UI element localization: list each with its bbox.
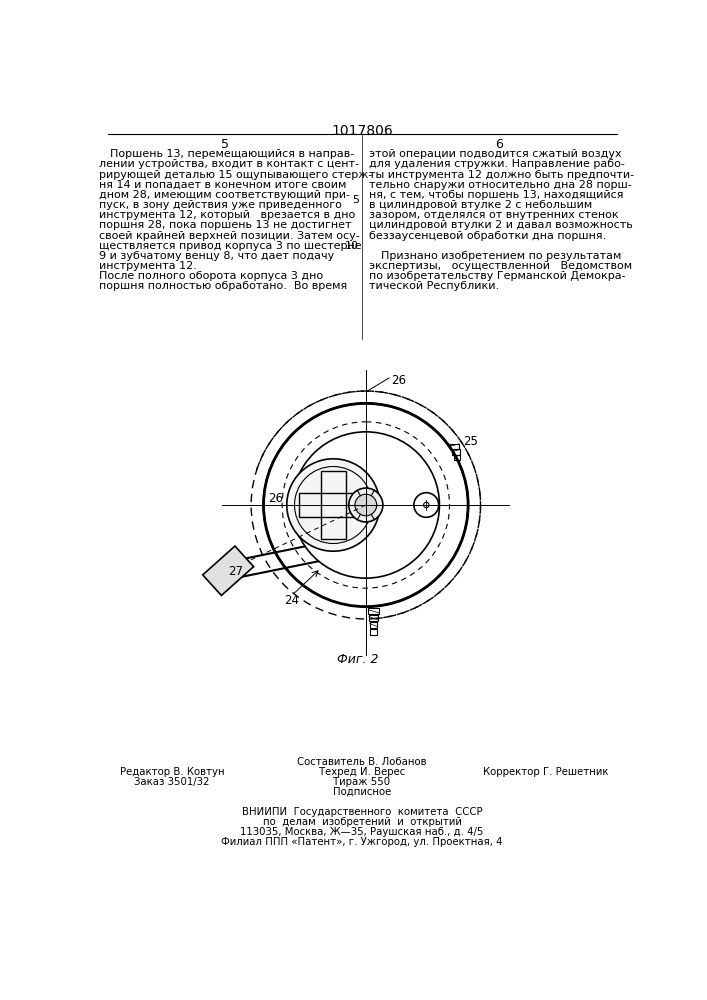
Bar [368, 608, 379, 614]
Text: по  делам  изобретений  и  открытий: по делам изобретений и открытий [262, 817, 462, 827]
Text: тельно снаружи относительно дна 28 порш-: тельно снаружи относительно дна 28 порш- [369, 180, 631, 190]
Text: ня 14 и попадает в конечном итоге своим: ня 14 и попадает в конечном итоге своим [99, 180, 346, 190]
Text: ты инструмента 12 должно быть предпочти-: ты инструмента 12 должно быть предпочти- [369, 170, 634, 180]
Text: Заказ 3501/32: Заказ 3501/32 [134, 777, 210, 787]
Text: 26: 26 [268, 492, 283, 505]
Text: ВНИИПИ  Государственного  комитета  СССР: ВНИИПИ Государственного комитета СССР [242, 807, 482, 817]
Text: цилиндровой втулки 2 и давал возможность: цилиндровой втулки 2 и давал возможность [369, 220, 633, 230]
Text: Тираж 550: Тираж 550 [334, 777, 390, 787]
Text: Подписное: Подписное [333, 787, 391, 797]
Text: 113035, Москва, Ж—35, Раушская наб., д. 4/5: 113035, Москва, Ж—35, Раушская наб., д. … [240, 827, 484, 837]
Text: 27: 27 [228, 565, 243, 578]
Text: Поршень 13, перемещающийся в направ-: Поршень 13, перемещающийся в направ- [110, 149, 354, 159]
Text: 5: 5 [352, 195, 359, 205]
Text: в цилиндровой втулке 2 с небольшим: в цилиндровой втулке 2 с небольшим [369, 200, 592, 210]
Text: После полного оборота корпуса 3 дно: После полного оборота корпуса 3 дно [99, 271, 323, 281]
Bar [369, 615, 378, 621]
Text: Признано изобретением по результатам: Признано изобретением по результатам [380, 251, 621, 261]
Text: рирующей деталью 15 ощупывающего стерж-: рирующей деталью 15 ощупывающего стерж- [99, 170, 373, 180]
Text: для удаления стружки. Направление рабо-: для удаления стружки. Направление рабо- [369, 159, 625, 169]
Text: Корректор Г. Решетник: Корректор Г. Решетник [483, 767, 609, 777]
Bar [370, 629, 377, 635]
Text: 5: 5 [221, 138, 229, 151]
Text: ществляется привод корпуса 3 по шестерне: ществляется привод корпуса 3 по шестерне [99, 241, 362, 251]
Polygon shape [203, 546, 254, 595]
Text: дном 28, имеющим соответствующий при-: дном 28, имеющим соответствующий при- [99, 190, 350, 200]
Text: ня, с тем, чтобы поршень 13, находящийся: ня, с тем, чтобы поршень 13, находящийся [369, 190, 624, 200]
Text: поршня полностью обработано.  Во время: поршня полностью обработано. Во время [99, 281, 347, 291]
Bar [370, 622, 378, 628]
Bar [452, 449, 460, 455]
Text: 10: 10 [345, 241, 359, 251]
Text: 9 и зубчатому венцу 8, что дает подачу: 9 и зубчатому венцу 8, что дает подачу [99, 251, 334, 261]
Bar [321, 471, 346, 539]
Text: экспертизы,   осуществленной   Ведомством: экспертизы, осуществленной Ведомством [369, 261, 632, 271]
Bar [450, 444, 459, 449]
Text: лении устройства, входит в контакт с цент-: лении устройства, входит в контакт с цен… [99, 159, 359, 169]
Text: пуск, в зону действия уже приведенного: пуск, в зону действия уже приведенного [99, 200, 342, 210]
Text: инструмента 12.: инструмента 12. [99, 261, 197, 271]
Text: по изобретательству Германской Демокра-: по изобретательству Германской Демокра- [369, 271, 626, 281]
Bar [455, 455, 460, 460]
Text: 24: 24 [284, 594, 300, 607]
Circle shape [287, 459, 380, 551]
Text: Редактор В. Ковтун: Редактор В. Ковтун [119, 767, 224, 777]
Text: 6: 6 [495, 138, 503, 151]
Bar [299, 493, 368, 517]
Text: 26: 26 [391, 374, 406, 387]
Text: Составитель В. Лобанов: Составитель В. Лобанов [297, 757, 427, 767]
Text: своей крайней верхней позиции. Затем осу-: своей крайней верхней позиции. Затем осу… [99, 231, 360, 241]
Text: 1017806: 1017806 [331, 124, 393, 138]
Text: Техред И. Верес: Техред И. Верес [319, 767, 405, 777]
Text: 25: 25 [464, 435, 479, 448]
Text: поршня 28, пока поршень 13 не достигнет: поршня 28, пока поршень 13 не достигнет [99, 220, 351, 230]
Text: зазором, отделялся от внутренних стенок: зазором, отделялся от внутренних стенок [369, 210, 619, 220]
Text: Филиал ППП «Патент», г. Ужгород, ул. Проектная, 4: Филиал ППП «Патент», г. Ужгород, ул. Про… [221, 837, 503, 847]
Circle shape [349, 488, 383, 522]
Text: инструмента 12, который   врезается в дно: инструмента 12, который врезается в дно [99, 210, 356, 220]
Text: Фиг. 2: Фиг. 2 [337, 653, 379, 666]
Text: этой операции подводится сжатый воздух: этой операции подводится сжатый воздух [369, 149, 621, 159]
Text: тической Республики.: тической Республики. [369, 281, 499, 291]
Text: беззаусенцевой обработки дна поршня.: беззаусенцевой обработки дна поршня. [369, 231, 606, 241]
Circle shape [355, 494, 377, 516]
